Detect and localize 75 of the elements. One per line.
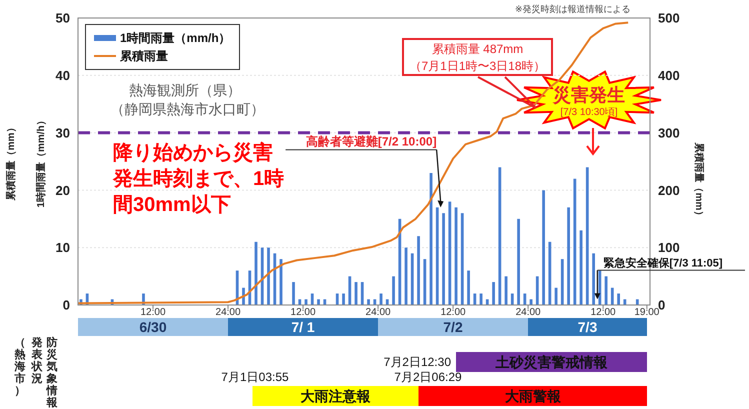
bar [467,270,470,305]
annotation: （静岡県熱海市水口町） [110,101,266,119]
x-tick-label: 19:00 [634,307,660,318]
x-tick-label: 12:00 [590,307,616,318]
bar [442,213,445,305]
text: 7/3 [578,319,598,335]
bar [342,294,345,305]
bar [317,299,320,305]
x-tick-label: 12:00 [440,307,466,318]
text: ※発災時刻は報道情報による [515,3,631,16]
text: 7月1日03:55 [221,370,290,384]
bar [454,207,458,305]
bar [267,248,270,305]
y2-tick-label: 300 [658,125,680,140]
y-tick-label: 20 [56,182,70,198]
legend-label: 累積雨量 [120,48,168,64]
text: 7/2 [443,319,463,335]
text: 7月2日12:30 [384,355,452,369]
bar [554,288,558,305]
y2-tick-label: 100 [658,240,680,256]
bar [580,230,582,305]
annotation: 降り始めから災害発生時刻まで、1時間30mm以下 [113,140,286,218]
bar [417,236,420,305]
x-tick-label: 24:00 [216,307,241,318]
y-axis-title: 1時間雨量（mm/h） [35,115,47,208]
bar [567,207,570,305]
bar [592,253,595,305]
x-tick-label: 24:00 [516,307,542,318]
y2-tick-label: 500 [658,10,680,26]
y2-tick-label: 400 [658,68,680,84]
annotation: 緊急安全確保[7/3 11:05] [603,256,723,270]
y2-axis-title: 累積雨量（mm） [693,142,705,220]
y2-tick-label: 0 [658,298,666,313]
annotation: 累積雨量 487mm （7月1日1時〜3日18時） [402,38,553,76]
bar [280,259,282,305]
annotation: 高齢者等避難[7/2 10:00] [306,134,437,149]
bar [304,299,308,305]
bar [392,276,395,305]
bar [517,218,520,305]
y-tick-label: 10 [56,240,70,256]
bar [530,299,532,305]
y2-tick-label: 200 [658,182,680,198]
annotation: 災害発生 [7/3 10:30頃] [552,85,625,118]
bar [430,172,432,305]
y-tick-label: 0 [62,298,70,313]
legend-label: 1時間雨量（mm/h） [120,30,231,46]
bar [354,282,358,305]
bar [480,294,482,305]
y-tick-label: 40 [56,68,70,84]
text: 7/ 1 [291,319,315,335]
bar [292,282,295,305]
text: （熱海市） [14,337,26,397]
bar [504,276,508,305]
x-tick-label: 12:00 [140,307,166,318]
text: 6/30 [139,319,167,335]
x-tick-label: 12:00 [290,307,316,318]
text: 大雨注意報 [300,388,372,404]
bar [254,242,258,305]
y-tick-label: 50 [56,10,70,26]
bar [604,276,608,305]
text: 土砂災害警戒情報 [494,354,608,370]
text: 防災気象情報 [46,337,58,409]
x-tick-label: 24:00 [366,307,392,318]
text: 7月2日06:29 [394,370,462,384]
text: 累積雨量（mm） [6,122,17,200]
bar [492,282,495,305]
bar [367,299,370,305]
annotation: 熱海観測所（県） [128,82,242,100]
bar [617,294,620,305]
text: 大雨警報 [504,388,562,404]
bar [542,190,545,305]
y-tick-label: 30 [56,125,70,140]
bar [404,248,408,305]
bar [380,294,382,305]
text: 発表状況 [31,337,43,385]
